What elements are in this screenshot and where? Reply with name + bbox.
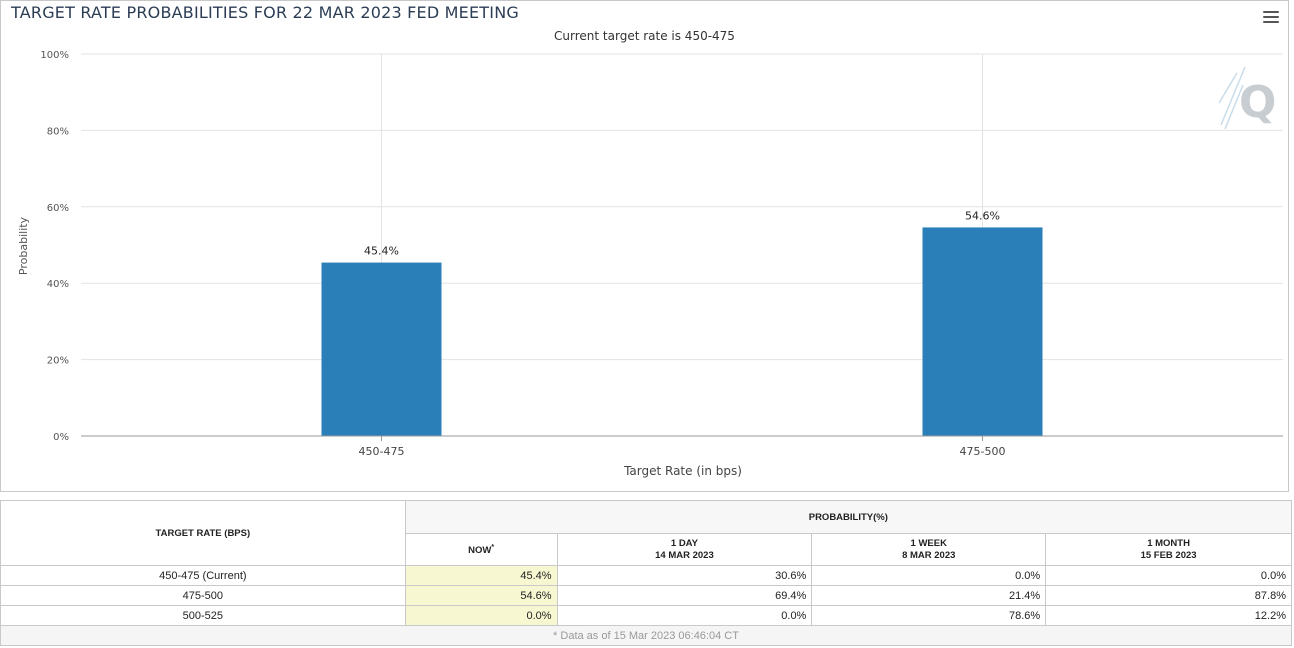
x-tick-label: 450-475 (359, 445, 405, 458)
svg-text:Q: Q (1239, 77, 1276, 128)
row-rate: 450-475 (Current) (0, 565, 406, 586)
cell-now: 45.4% (404, 565, 558, 586)
bar-475-500[interactable] (922, 227, 1043, 436)
header-1-month: 1 MONTH 15 FEB 2023 (1045, 533, 1292, 566)
chart-subtitle: Current target rate is 450-475 (554, 29, 735, 43)
y-tick-label: 80% (47, 126, 69, 137)
table-row: 475-500 54.6% 69.4% 21.4% 87.8% (0, 585, 1292, 606)
header-1-week: 1 WEEK 8 MAR 2023 (811, 533, 1047, 566)
header-1-day: 1 DAY 14 MAR 2023 (556, 533, 813, 566)
q-logo-icon: Q (1219, 66, 1276, 130)
header-target-rate: TARGET RATE (BPS) (0, 500, 406, 566)
y-tick-label: 40% (47, 279, 69, 290)
y-tick-label: 0% (53, 432, 69, 443)
header-now: NOW* (404, 533, 558, 566)
cell-1-month: 0.0% (1045, 565, 1292, 586)
hamburger-menu-icon[interactable] (1263, 11, 1279, 25)
row-rate: 500-525 (0, 605, 406, 626)
cell-1-day: 30.6% (556, 565, 813, 586)
cell-1-month: 12.2% (1045, 605, 1292, 626)
cell-now: 0.0% (404, 605, 558, 626)
cell-1-week: 21.4% (811, 585, 1047, 606)
cell-1-week: 0.0% (811, 565, 1047, 586)
chart-title: TARGET RATE PROBABILITIES FOR 22 MAR 202… (11, 3, 519, 22)
bar-chart: 0% 20% 40% 60% 80% 100% 45.4% 54.6% 450-475 475… (17, 50, 1283, 478)
table-row: 450-475 (Current) 45.4% 30.6% 0.0% 0.0% (0, 565, 1292, 586)
cell-1-day: 69.4% (556, 585, 813, 606)
x-axis-label: Target Rate (in bps) (623, 464, 742, 478)
header-probability: PROBABILITY(%) (404, 500, 1293, 534)
x-axis-ticks: 450-475 475-500 (359, 436, 1006, 458)
y-axis-ticks: 0% 20% 40% 60% 80% 100% (40, 50, 69, 443)
bars: 45.4% 54.6% (321, 209, 1043, 436)
cell-1-week: 78.6% (811, 605, 1047, 626)
cell-now: 54.6% (404, 585, 558, 606)
y-tick-label: 100% (40, 50, 69, 61)
data-timestamp-footnote: * Data as of 15 Mar 2023 06:46:04 CT (0, 625, 1292, 646)
x-tick-label: 475-500 (960, 445, 1006, 458)
y-axis-label: Probability (17, 216, 30, 275)
data-label: 45.4% (364, 245, 399, 258)
chart-panel: TARGET RATE PROBABILITIES FOR 22 MAR 202… (0, 0, 1289, 492)
bar-450-475[interactable] (321, 262, 442, 436)
grid-lines (81, 53, 1283, 436)
data-label: 54.6% (965, 209, 1000, 222)
row-rate: 475-500 (0, 585, 406, 606)
probability-table: TARGET RATE (BPS) PROBABILITY(%) NOW* 1 … (0, 500, 1293, 646)
y-tick-label: 60% (47, 203, 69, 214)
table-row: 500-525 0.0% 0.0% 78.6% 12.2% (0, 605, 1292, 626)
cell-1-month: 87.8% (1045, 585, 1292, 606)
cell-1-day: 0.0% (556, 605, 813, 626)
y-tick-label: 20% (47, 356, 69, 367)
